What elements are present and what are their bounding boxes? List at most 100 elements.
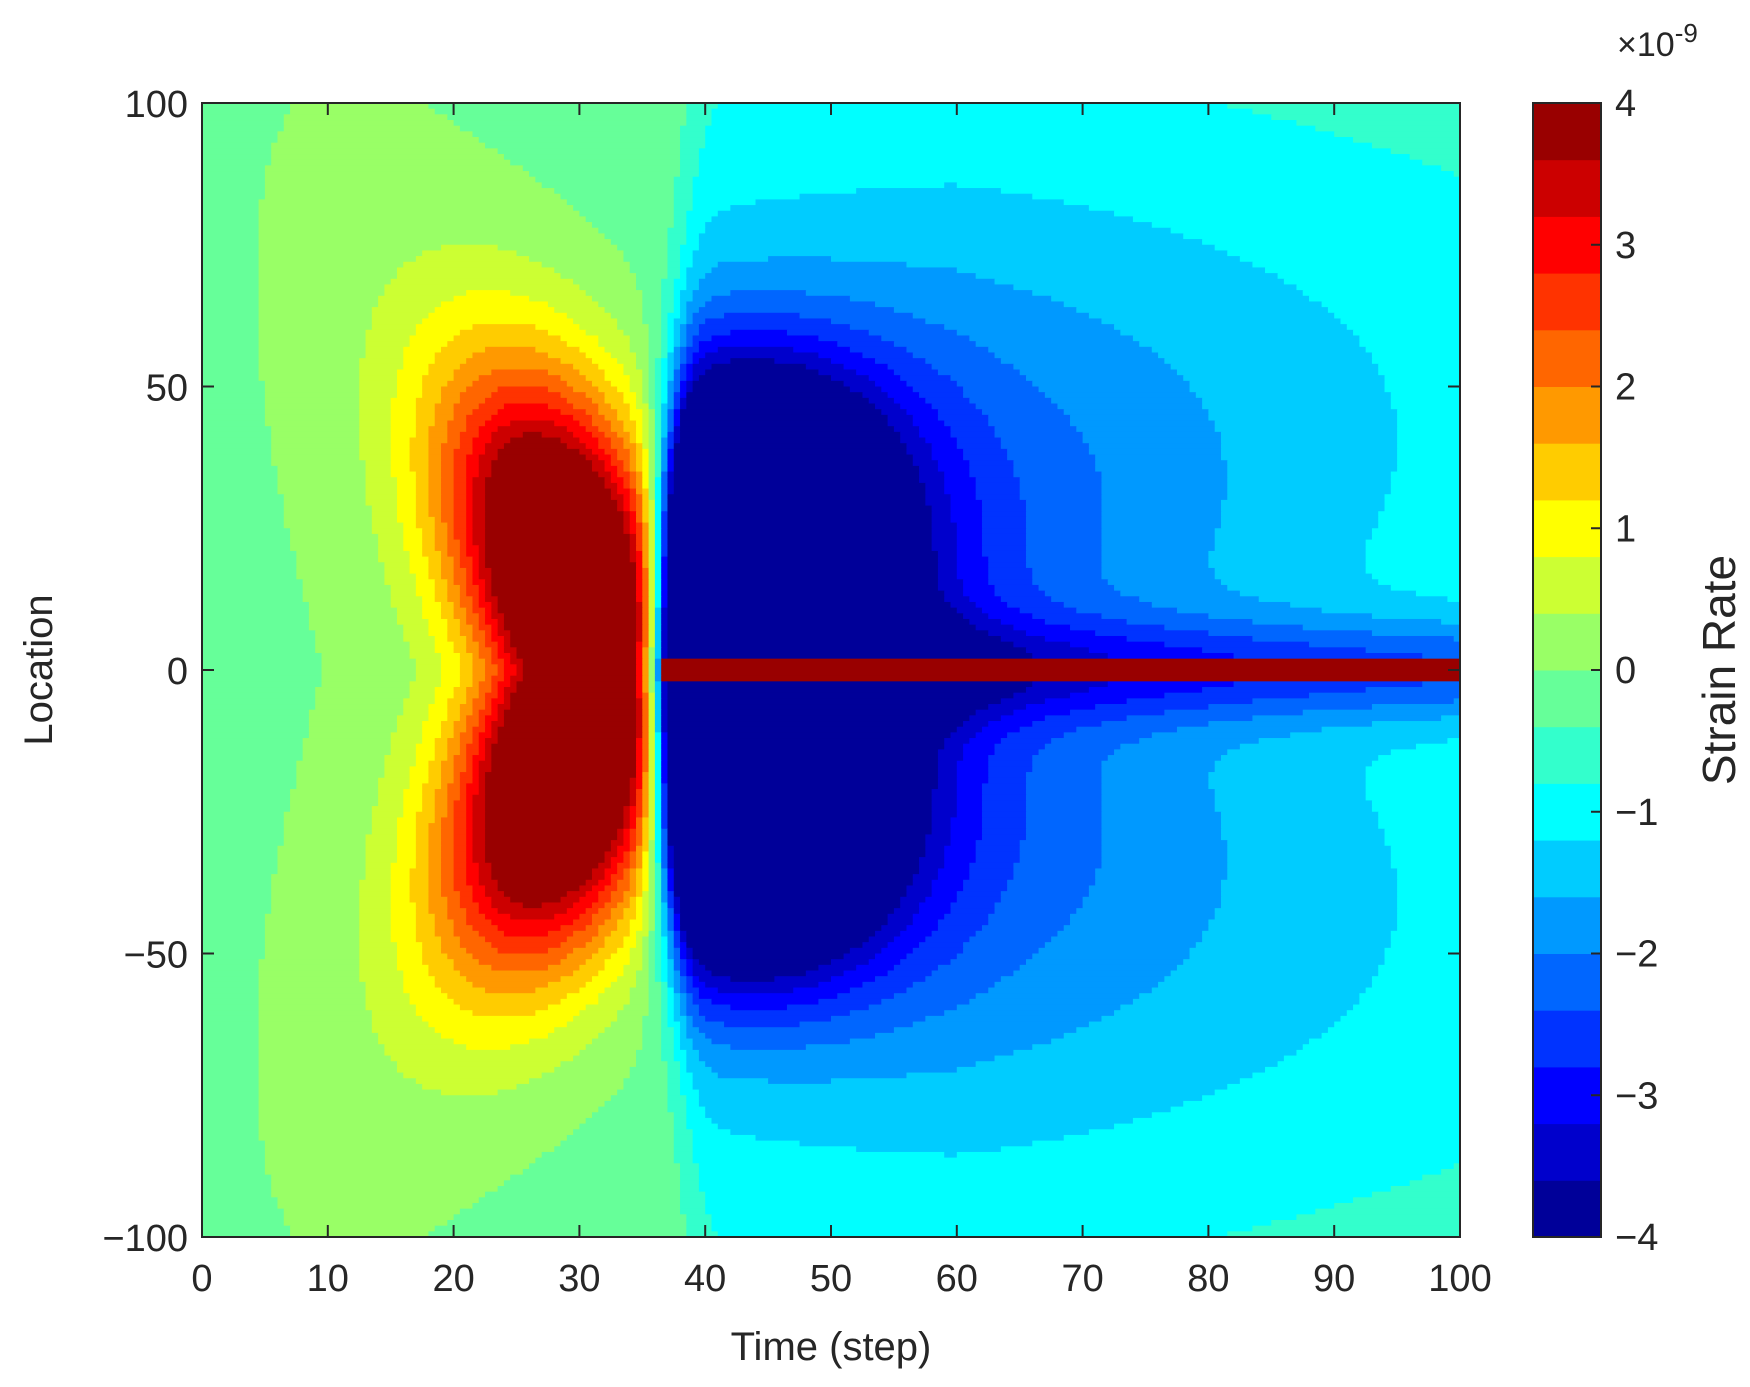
contour-cell	[956, 539, 983, 546]
contour-cell	[396, 511, 417, 518]
contour-cell	[315, 687, 411, 694]
contour-cell	[403, 704, 430, 711]
contour-cell	[258, 239, 612, 246]
contour-cell	[661, 698, 669, 705]
contour-cell	[931, 794, 958, 802]
contour-cell	[560, 896, 580, 904]
contour-cell	[560, 976, 593, 983]
contour-cell	[321, 664, 417, 671]
contour-cell	[428, 624, 448, 631]
contour-cell	[547, 403, 574, 410]
contour-cell	[290, 794, 379, 802]
contour-cell	[617, 885, 631, 892]
contour-cell	[466, 1044, 511, 1051]
x-tick-label: 30	[558, 1258, 600, 1300]
contour-cell	[648, 528, 656, 535]
contour-cell	[371, 307, 436, 314]
contour-cell	[981, 550, 1027, 558]
contour-cell	[661, 618, 669, 626]
contour-cell	[466, 465, 480, 473]
contour-cell	[1214, 806, 1373, 813]
contour-cell	[680, 1078, 694, 1085]
contour-cell	[1296, 1214, 1460, 1221]
contour-cell	[661, 789, 669, 796]
contour-cell	[642, 505, 650, 512]
contour-cell	[271, 443, 360, 450]
x-tick-label: 40	[684, 1258, 726, 1300]
contour-cell	[648, 414, 656, 422]
contour-cell	[956, 811, 983, 819]
contour-cell	[636, 1049, 662, 1057]
contour-cell	[667, 925, 675, 932]
contour-cell	[648, 601, 656, 609]
contour-cell	[396, 369, 430, 376]
contour-cell	[648, 885, 656, 892]
contour-cell	[636, 845, 643, 853]
contour-cell	[623, 908, 637, 915]
contour-cell	[497, 624, 505, 631]
contour-cell	[472, 857, 486, 864]
contour-cell	[485, 828, 618, 836]
contour-cell	[378, 550, 411, 558]
contour-cell	[497, 448, 580, 456]
contour-cell	[1044, 618, 1128, 626]
contour-cell	[956, 800, 983, 807]
contour-cell	[359, 369, 398, 376]
contour-cell	[661, 981, 669, 989]
contour-cell	[1353, 329, 1460, 337]
contour-cell	[661, 573, 669, 580]
contour-cell	[1371, 358, 1460, 365]
contour-cell	[472, 760, 480, 767]
contour-cell	[654, 567, 662, 575]
contour-cell	[258, 1055, 392, 1062]
contour-cell	[1101, 766, 1216, 773]
contour-cell	[503, 698, 511, 705]
contour-cell	[1441, 1168, 1460, 1176]
contour-cell	[1019, 477, 1103, 484]
contour-cell	[1252, 1072, 1460, 1079]
contour-cell	[686, 1027, 700, 1034]
contour-cell	[1252, 618, 1442, 626]
contour-cell	[422, 613, 442, 620]
contour-cell	[887, 913, 914, 921]
contour-cell	[648, 806, 656, 813]
contour-cell	[969, 596, 1002, 603]
contour-cell	[604, 448, 618, 456]
contour-cell	[623, 823, 631, 830]
contour-cell	[937, 755, 964, 762]
contour-cell	[202, 1117, 260, 1125]
contour-cell	[566, 312, 612, 320]
contour-cell	[258, 964, 360, 972]
contour-cell	[1283, 278, 1460, 286]
contour-cell	[415, 919, 436, 926]
contour-cell	[648, 550, 656, 558]
contour-cell	[667, 772, 939, 779]
contour-cell	[975, 851, 1021, 858]
contour-cell	[1013, 970, 1172, 977]
contour-cell	[403, 539, 423, 546]
contour-cell	[598, 896, 612, 904]
contour-cell	[673, 375, 681, 382]
contour-cell	[648, 913, 656, 921]
contour-cell	[472, 738, 480, 745]
contour-cell	[1252, 698, 1455, 705]
contour-cell	[1189, 953, 1386, 960]
contour-cell	[1025, 823, 1103, 830]
contour-cell	[202, 346, 260, 354]
contour-cell	[1227, 250, 1460, 257]
contour-cell	[472, 806, 486, 813]
contour-cell	[698, 159, 1423, 166]
contour-cell	[661, 324, 669, 331]
colorbar-band	[1533, 499, 1601, 558]
contour-cell	[554, 307, 606, 314]
contour-cell	[680, 244, 700, 252]
contour-cell	[472, 732, 480, 739]
contour-cell	[623, 936, 637, 943]
contour-cell	[610, 477, 625, 484]
contour-cell	[271, 1185, 499, 1193]
contour-cell	[547, 1032, 599, 1040]
contour-cell	[315, 647, 411, 654]
contour-cell	[686, 976, 694, 983]
contour-cell	[428, 465, 442, 473]
contour-cell	[648, 454, 656, 461]
